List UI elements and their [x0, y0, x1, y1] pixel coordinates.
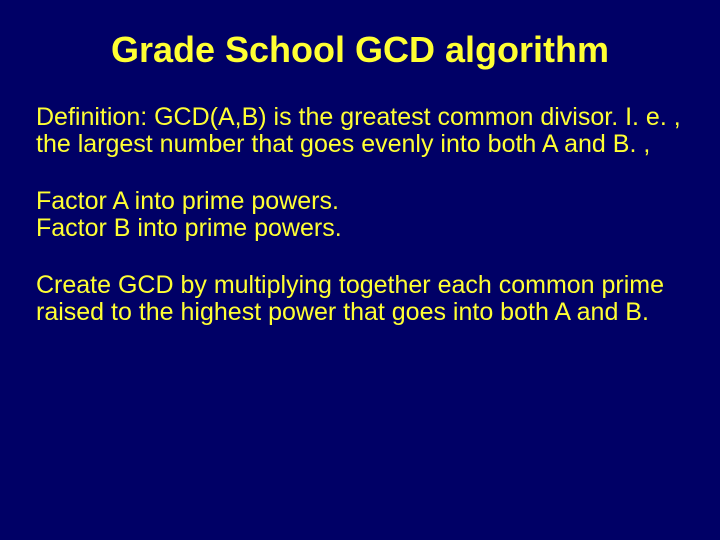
slide: Grade School GCD algorithm Definition: G… — [0, 0, 720, 540]
factor-paragraph: Factor A into prime powers. Factor B int… — [36, 188, 684, 242]
slide-title: Grade School GCD algorithm — [36, 30, 684, 70]
factor-line-a: Factor A into prime powers. — [36, 187, 339, 215]
definition-paragraph: Definition: GCD(A,B) is the greatest com… — [36, 104, 684, 158]
create-gcd-paragraph: Create GCD by multiplying together each … — [36, 272, 684, 326]
factor-line-b: Factor B into prime powers. — [36, 214, 342, 242]
